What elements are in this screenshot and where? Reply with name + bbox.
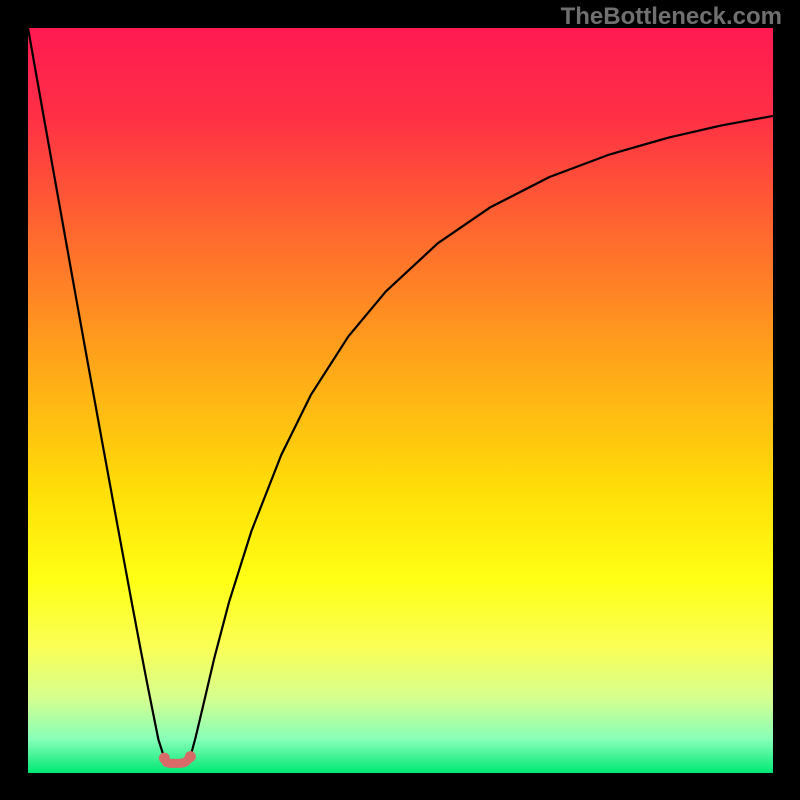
bottleneck-chart-svg xyxy=(28,28,773,773)
plot-area xyxy=(28,28,773,773)
endpoint-dot xyxy=(159,753,170,764)
chart-container: TheBottleneck.com xyxy=(0,0,800,800)
endpoint-dot xyxy=(185,751,196,762)
watermark-text: TheBottleneck.com xyxy=(561,3,782,31)
